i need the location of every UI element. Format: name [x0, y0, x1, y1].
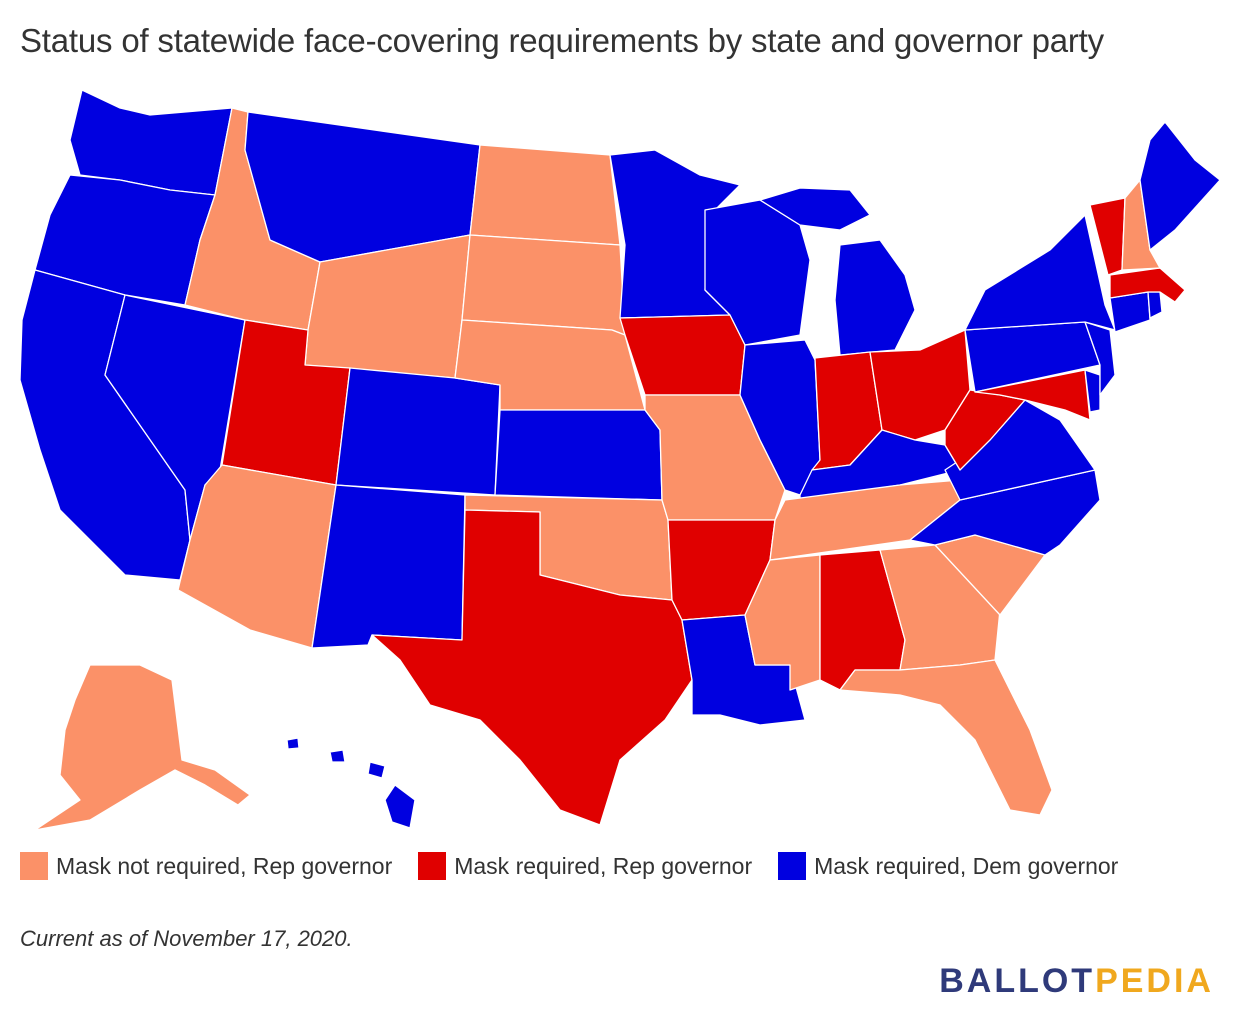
us-map-svg — [19, 89, 1221, 831]
state-nm[interactable] — [311, 484, 466, 649]
date-note: Current as of November 17, 2020. — [20, 926, 353, 951]
state-hi-oahu[interactable] — [329, 749, 346, 763]
logo-part-pedia: PEDIA — [1095, 962, 1214, 1000]
legend-swatch — [778, 852, 807, 880]
legend-label: Mask required, Rep governor — [454, 852, 753, 879]
state-sd[interactable] — [461, 234, 626, 336]
state-nj[interactable] — [1084, 321, 1116, 396]
legend-item-not-required-rep: Mask not required, Rep governor — [20, 852, 392, 880]
legend-item-required-dem: Mask required, Dem governor — [778, 852, 1118, 880]
state-me[interactable] — [1139, 121, 1221, 251]
state-ks[interactable] — [494, 409, 663, 501]
state-ct[interactable] — [1109, 291, 1151, 333]
state-mi[interactable] — [834, 239, 916, 356]
ballotpedia-logo[interactable]: BALLOTPEDIA — [939, 962, 1214, 1001]
state-de[interactable] — [1084, 369, 1101, 413]
legend: Mask not required, Rep governor Mask req… — [20, 852, 1144, 880]
legend-label: Mask not required, Rep governor — [56, 852, 393, 879]
us-map — [0, 70, 1240, 840]
state-hi-kauai[interactable] — [286, 737, 300, 750]
state-ia[interactable] — [619, 314, 746, 396]
legend-item-required-rep: Mask required, Rep governor — [418, 852, 752, 880]
state-ma[interactable] — [1109, 267, 1186, 303]
logo-part-ballot: BALLOT — [939, 962, 1096, 1000]
state-hi-maui[interactable] — [367, 761, 386, 779]
legend-swatch — [20, 852, 48, 880]
state-co[interactable] — [335, 367, 501, 496]
chart-title: Status of statewide face-covering requir… — [20, 22, 1104, 59]
state-ak[interactable] — [34, 664, 251, 831]
state-nd[interactable] — [469, 144, 621, 246]
legend-swatch — [418, 852, 447, 880]
state-tx[interactable] — [371, 509, 693, 826]
state-nh[interactable] — [1121, 179, 1161, 271]
state-hi-main[interactable] — [384, 784, 416, 829]
legend-label: Mask required, Dem governor — [814, 852, 1119, 879]
state-ri[interactable] — [1147, 291, 1163, 319]
state-fl[interactable] — [839, 659, 1053, 816]
state-ny[interactable] — [964, 214, 1116, 331]
state-mi-upper[interactable] — [759, 187, 871, 231]
